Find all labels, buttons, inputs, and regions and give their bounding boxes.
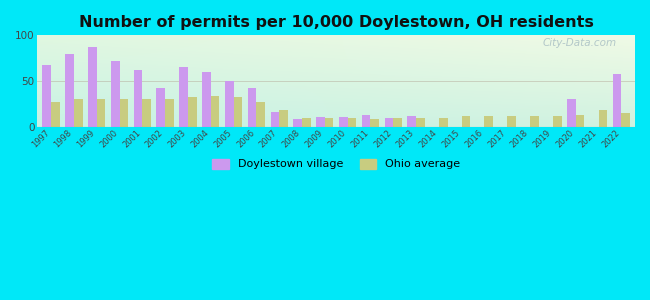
Bar: [120, 99, 128, 127]
Bar: [256, 102, 265, 127]
Bar: [339, 118, 348, 127]
Bar: [270, 112, 280, 127]
Bar: [42, 65, 51, 127]
Bar: [316, 118, 325, 127]
Bar: [157, 88, 165, 127]
Bar: [567, 99, 576, 127]
Bar: [385, 118, 393, 127]
Bar: [165, 99, 174, 127]
Bar: [88, 47, 97, 127]
Bar: [225, 81, 233, 127]
Bar: [553, 116, 562, 127]
Bar: [621, 113, 630, 127]
Bar: [325, 118, 333, 127]
Bar: [280, 110, 288, 127]
Bar: [613, 74, 621, 127]
Bar: [362, 115, 370, 127]
Bar: [111, 61, 120, 127]
Bar: [370, 119, 379, 127]
Bar: [65, 54, 74, 127]
Bar: [74, 99, 83, 127]
Legend: Doylestown village, Ohio average: Doylestown village, Ohio average: [207, 154, 465, 174]
Bar: [507, 116, 516, 127]
Bar: [408, 116, 416, 127]
Title: Number of permits per 10,000 Doylestown, OH residents: Number of permits per 10,000 Doylestown,…: [79, 15, 593, 30]
Bar: [134, 70, 142, 127]
Bar: [188, 98, 196, 127]
Bar: [302, 118, 311, 127]
Bar: [348, 118, 356, 127]
Bar: [416, 118, 424, 127]
Bar: [293, 119, 302, 127]
Bar: [233, 98, 242, 127]
Text: City-Data.com: City-Data.com: [543, 38, 617, 48]
Bar: [530, 116, 539, 127]
Bar: [51, 102, 60, 127]
Bar: [142, 99, 151, 127]
Bar: [248, 88, 256, 127]
Bar: [599, 110, 607, 127]
Bar: [393, 118, 402, 127]
Bar: [179, 67, 188, 127]
Bar: [484, 116, 493, 127]
Bar: [202, 72, 211, 127]
Bar: [439, 118, 447, 127]
Bar: [211, 97, 220, 127]
Bar: [576, 115, 584, 127]
Bar: [97, 99, 105, 127]
Bar: [462, 116, 471, 127]
